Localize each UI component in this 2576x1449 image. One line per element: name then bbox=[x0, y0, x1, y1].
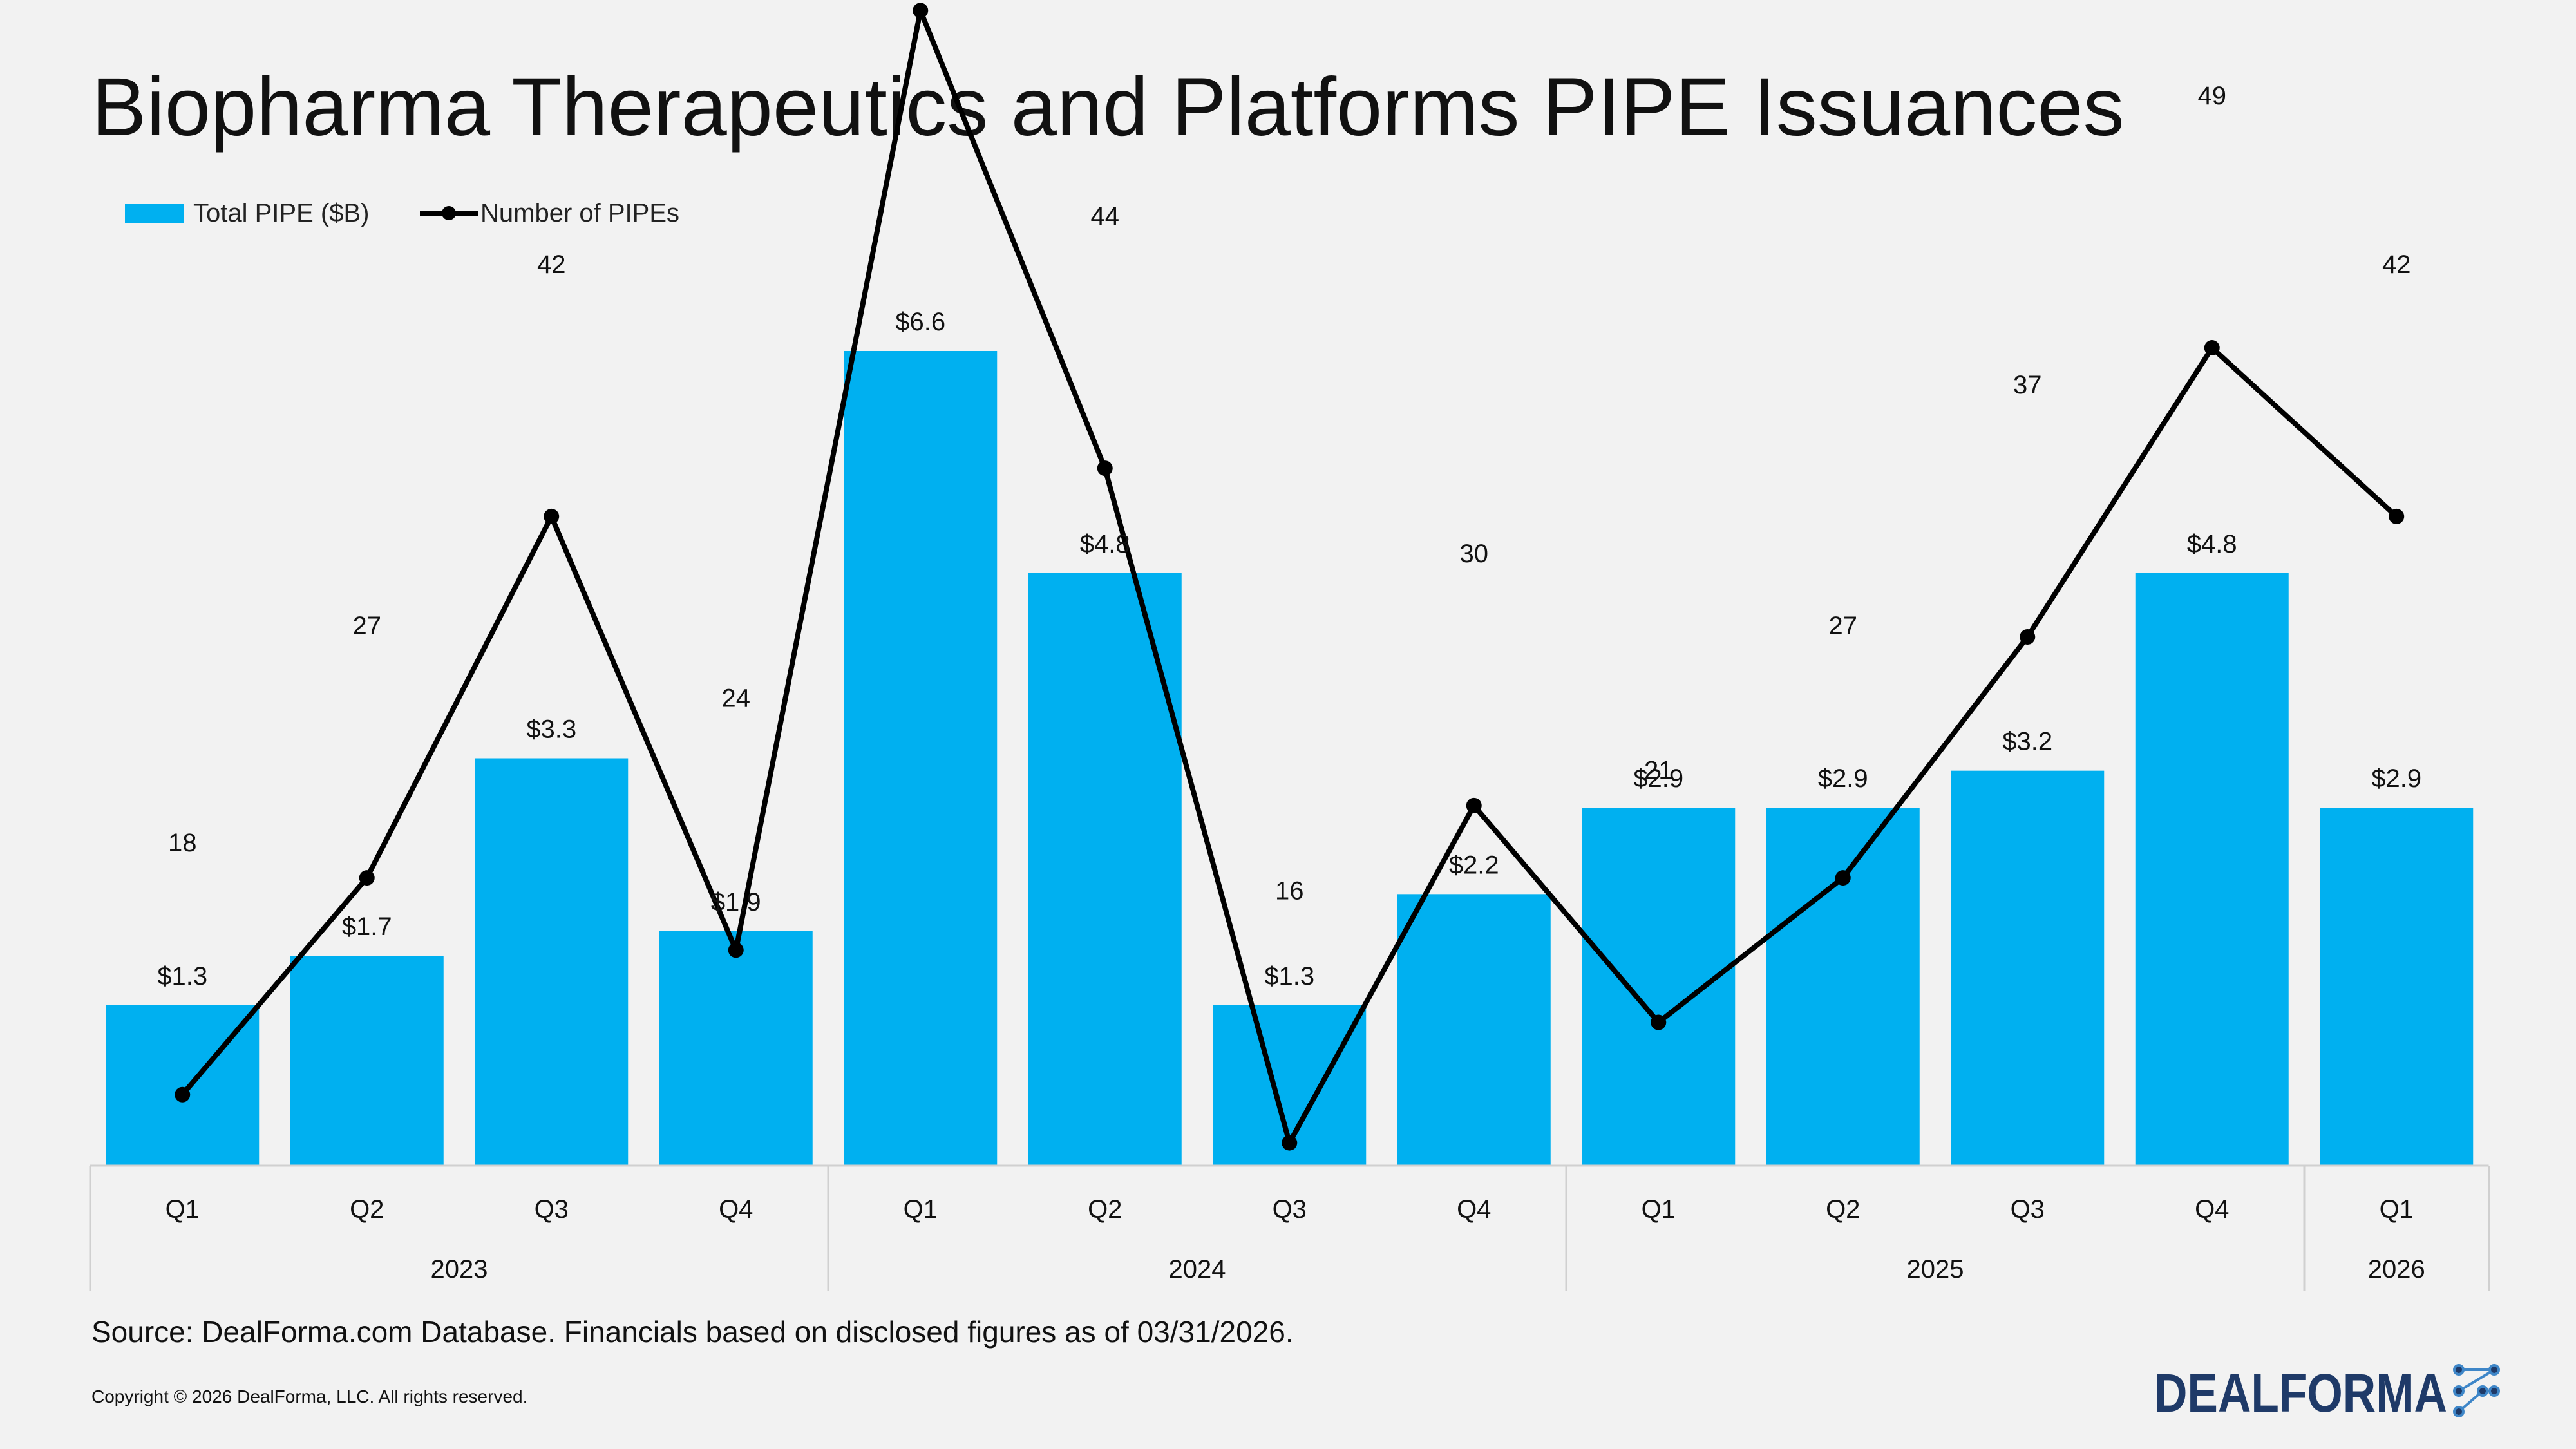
bar-value-label: $1.3 bbox=[1264, 962, 1314, 990]
bar-series bbox=[106, 351, 2474, 1166]
bar-value-label: $6.6 bbox=[895, 308, 945, 336]
copyright-note: Copyright © 2026 DealForma, LLC. All rig… bbox=[91, 1387, 527, 1406]
legend-bar-label: Total PIPE ($B) bbox=[193, 199, 369, 227]
bar-2 bbox=[475, 758, 629, 1166]
bar-4 bbox=[844, 351, 998, 1166]
bar-value-label: $2.9 bbox=[1818, 764, 1868, 793]
bar-12 bbox=[2320, 808, 2474, 1166]
line-series bbox=[175, 3, 2405, 1151]
x-tick-label: Q3 bbox=[535, 1195, 569, 1224]
line-value-label: 42 bbox=[2382, 251, 2411, 279]
line-value-label: 49 bbox=[2198, 82, 2227, 110]
bar-11 bbox=[2135, 573, 2289, 1166]
source-note: Source: DealForma.com Database. Financia… bbox=[91, 1315, 1294, 1349]
line-point-2 bbox=[544, 508, 560, 524]
line-point-12 bbox=[2389, 508, 2405, 524]
logo-network-icon bbox=[2453, 1364, 2500, 1417]
x-tick-label: Q2 bbox=[1088, 1195, 1122, 1224]
legend-line-marker bbox=[442, 206, 456, 220]
line-point-3 bbox=[728, 942, 744, 958]
line-value-label: 16 bbox=[1275, 877, 1304, 905]
bar-value-label: $1.7 bbox=[342, 913, 392, 941]
x-year-label: 2024 bbox=[1169, 1255, 1226, 1283]
x-tick-label: Q4 bbox=[2195, 1195, 2229, 1224]
bar-9 bbox=[1766, 808, 1920, 1166]
logo-wordmark: DEALFORMA bbox=[2154, 1363, 2447, 1423]
dealforma-logo: DEALFORMA bbox=[2154, 1363, 2500, 1423]
x-tick-label: Q1 bbox=[166, 1195, 200, 1224]
legend-bar-swatch bbox=[125, 204, 184, 223]
x-tick-label: Q2 bbox=[1826, 1195, 1860, 1224]
x-tick-label: Q4 bbox=[719, 1195, 753, 1224]
bar-value-label: $3.3 bbox=[526, 715, 576, 744]
line-point-7 bbox=[1466, 797, 1482, 813]
x-tick-label: Q1 bbox=[1642, 1195, 1676, 1224]
x-year-label: 2026 bbox=[2368, 1255, 2425, 1283]
line-point-4 bbox=[913, 3, 929, 19]
line-value-label: 18 bbox=[168, 829, 197, 857]
bar-value-label: $4.8 bbox=[2187, 530, 2237, 558]
line-value-label: 44 bbox=[1091, 202, 1120, 231]
bar-8 bbox=[1582, 808, 1736, 1166]
line-value-label: 24 bbox=[722, 684, 751, 712]
line-value-label: 30 bbox=[1460, 540, 1489, 568]
x-tick-label: Q3 bbox=[1273, 1195, 1307, 1224]
bar-value-label: $3.2 bbox=[2002, 728, 2052, 756]
line-value-label: 27 bbox=[1829, 612, 1858, 640]
x-tick-label: Q2 bbox=[350, 1195, 384, 1224]
bar-1 bbox=[290, 956, 444, 1166]
line-point-11 bbox=[2204, 340, 2220, 356]
x-tick-label: Q1 bbox=[904, 1195, 938, 1224]
legend-line-label: Number of PIPEs bbox=[480, 199, 679, 227]
x-tick-label: Q1 bbox=[2380, 1195, 2414, 1224]
line-point-0 bbox=[175, 1086, 191, 1103]
bar-value-label: $1.3 bbox=[157, 962, 207, 990]
bar-value-label: $4.8 bbox=[1080, 530, 1130, 558]
bar-value-label: $2.2 bbox=[1449, 851, 1499, 879]
line-value-label: 42 bbox=[537, 251, 566, 279]
bar-3 bbox=[659, 931, 813, 1166]
line-point-8 bbox=[1651, 1014, 1667, 1030]
x-year-label: 2023 bbox=[431, 1255, 488, 1283]
bar-value-label: $2.9 bbox=[1633, 764, 1683, 793]
line-point-9 bbox=[1835, 870, 1851, 886]
x-tick-label: Q4 bbox=[1457, 1195, 1491, 1224]
line-point-5 bbox=[1097, 460, 1113, 477]
x-year-label: 2025 bbox=[1907, 1255, 1964, 1283]
line-value-label: 37 bbox=[2013, 371, 2042, 399]
bar-7 bbox=[1397, 894, 1551, 1166]
legend: Total PIPE ($B) Number of PIPEs bbox=[125, 199, 679, 227]
x-axis: Q1 Q2 Q3 Q4 Q1 Q2 Q3 Q4 Q1 Q2 Q3 Q4 Q1 2023 2024 2025 20… bbox=[89, 1164, 2490, 1291]
bar-5 bbox=[1028, 573, 1182, 1166]
bar-10 bbox=[1951, 770, 2105, 1166]
bar-value-label: $1.9 bbox=[711, 888, 761, 916]
line-value-label: 27 bbox=[353, 612, 382, 640]
data-labels: $1.3 $1.7 $3.3 $1.9 $6.6 $4.8 $1.3 $2.2 $2.9 $2.9… bbox=[157, 82, 2421, 990]
x-tick-label: Q3 bbox=[2011, 1195, 2045, 1224]
line-point-6 bbox=[1282, 1135, 1298, 1151]
bar-value-label: $2.9 bbox=[2371, 764, 2421, 793]
line-value-label: 21 bbox=[1644, 757, 1673, 785]
chart-title: Biopharma Therapeutics and Platforms PIP… bbox=[91, 61, 2125, 153]
line-point-1 bbox=[359, 870, 375, 886]
line-point-10 bbox=[2020, 629, 2036, 645]
